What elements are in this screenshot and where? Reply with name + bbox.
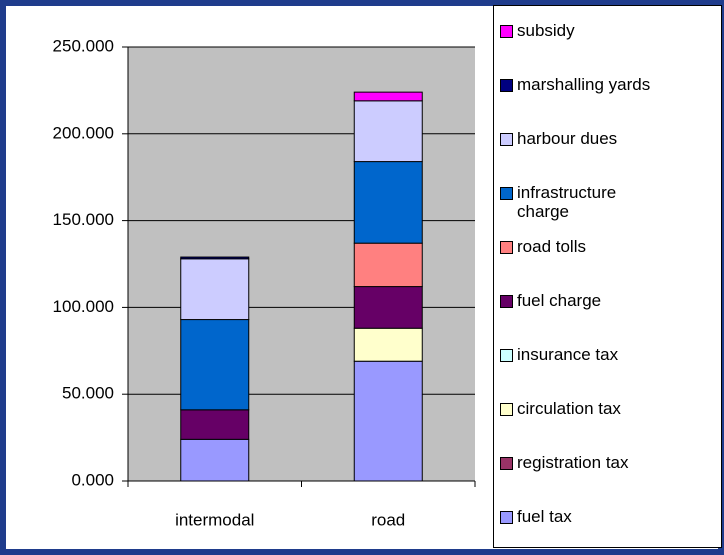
legend-swatch	[500, 511, 513, 524]
bar-segment	[180, 409, 250, 440]
legend-label: marshalling yards	[517, 75, 651, 94]
y-tick-label: 250.000	[53, 36, 114, 55]
y-tick-label: 0.000	[71, 470, 114, 489]
plot-area	[128, 47, 475, 481]
y-tick-label: 100.000	[53, 297, 114, 316]
legend-label: infrastructure charge	[517, 183, 617, 221]
legend-label: fuel charge	[517, 291, 602, 310]
legend-item: infrastructure charge	[500, 183, 667, 221]
bar-segment	[353, 327, 423, 362]
legend-swatch	[500, 187, 513, 200]
legend-label: circulation tax	[517, 399, 621, 418]
legend-label: road tolls	[517, 237, 586, 256]
bar-segment	[353, 161, 423, 244]
legend-item: circulation tax	[500, 399, 667, 418]
bar-segment	[180, 319, 250, 411]
y-tick-label: 200.000	[53, 123, 114, 142]
y-tick-label: 150.000	[53, 210, 114, 229]
bar-segment	[180, 258, 250, 321]
legend-label: harbour dues	[517, 129, 618, 148]
legend-item: road tolls	[500, 237, 667, 256]
bar-segment	[180, 438, 250, 482]
legend-label: registration tax	[517, 453, 629, 472]
legend-item: insurance tax	[500, 345, 667, 364]
legend-swatch	[500, 295, 513, 308]
legend-label: fuel tax	[517, 507, 572, 526]
bar-segment	[180, 256, 250, 260]
legend-label: subsidy	[517, 21, 575, 40]
legend-item: marshalling yards	[500, 75, 667, 94]
legend: subsidy marshalling yards harbour dues infr…	[493, 5, 722, 548]
legend-item: fuel tax	[500, 507, 667, 526]
legend-swatch	[500, 133, 513, 146]
legend-swatch	[500, 79, 513, 92]
y-tick-label: 50.000	[62, 384, 114, 403]
bar-segment	[353, 286, 423, 329]
legend-label: insurance tax	[517, 345, 619, 364]
legend-swatch	[500, 349, 513, 362]
legend-item: harbour dues	[500, 129, 667, 148]
legend-item: subsidy	[500, 21, 667, 40]
x-tick-label: road	[371, 510, 405, 529]
bar-segment	[353, 91, 423, 102]
x-tick-label: intermodal	[175, 510, 254, 529]
legend-swatch	[500, 25, 513, 38]
legend-swatch	[500, 457, 513, 470]
legend-swatch	[500, 403, 513, 416]
bar-segment	[353, 360, 423, 482]
legend-item: fuel charge	[500, 291, 667, 310]
bar-segment	[353, 242, 423, 288]
legend-item: registration tax	[500, 453, 667, 472]
legend-swatch	[500, 241, 513, 254]
bar-segment	[353, 100, 423, 163]
